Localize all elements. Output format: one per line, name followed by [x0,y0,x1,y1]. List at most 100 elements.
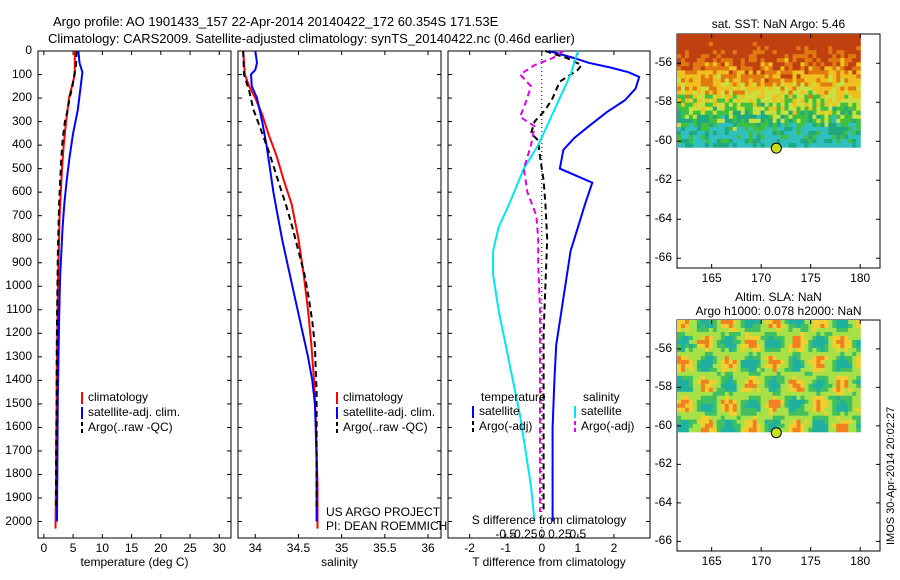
sla_map-xtick-label: 180 [850,554,871,568]
difference-series-1 [529,50,584,513]
sla_map-ytick-label: -64 [654,494,672,509]
sst_map-ytick-label: -62 [654,172,672,187]
annotation-pi: PI: DEAN ROEMMICH [326,519,448,533]
depth-tick-label: 400 [11,137,32,152]
legend-satellite-adj: satellite-adj. clim. [343,405,436,419]
legend-satellite-adj: satellite-adj. clim. [88,405,181,419]
legend-argo-raw: Argo(..raw -QC) [88,420,173,434]
sst_map-field [677,34,861,148]
depth-tick-label: 1400 [5,372,32,387]
legend-argo-raw: Argo(..raw -QC) [343,420,428,434]
depth-tick-label: 300 [11,113,32,128]
header-line-2: Climatology: CARS2009. Satellite-adjuste… [48,31,575,46]
difference-x2label: S difference from climatology [471,513,627,527]
salinity-series-2 [242,50,318,510]
sla_map-ytick-label: -62 [654,456,672,471]
depth-tick-label: 1700 [5,442,32,457]
sst_map-xtick-label: 165 [701,271,722,285]
annotation-project: US ARGO PROJECT [326,505,441,519]
legend-climatology: climatology [343,390,404,404]
difference-xlabel: T difference from climatology [472,555,626,569]
sst_map-xtick-label: 170 [751,271,772,285]
temperature-xtick-label: 15 [124,541,139,555]
temperature-xtick-label: 10 [95,541,110,555]
sst_map-ytick-label: -58 [654,94,672,109]
legend-climatology: climatology [88,390,149,404]
temperature-xtick-label: 5 [69,541,77,555]
imos-stamp: IMOS 30-Apr-2014 20:02:27 [885,406,897,545]
difference-x2tick-label: -0.5 [495,527,517,541]
legend-temperature-header: temperature [481,390,546,404]
depth-tick-label: 100 [11,66,32,81]
sla_map-ytick-label: -56 [654,340,672,355]
depth-tick-label: 1600 [5,419,32,434]
difference-series-3 [518,50,564,513]
salinity-xtick-label: 34 [248,541,262,555]
depth-tick-label: 700 [11,207,32,222]
sst_map-ytick-label: -64 [654,211,672,226]
legend-s-satellite: satellite [581,404,622,418]
difference-x2tick-label: 0 [538,527,546,541]
difference-x2tick-label: 0.5 [569,527,587,541]
sst_map-xtick-label: 180 [850,271,871,285]
difference-frame [447,50,651,539]
sla_map-xtick-label: 175 [800,554,821,568]
legend-s-argo: Argo(-adj) [581,419,635,433]
temperature-xtick-label: 20 [154,541,168,555]
difference-series-2 [492,50,579,522]
depth-tick-label: 2000 [5,513,32,528]
sst_map-title: sat. SST: NaN Argo: 5.46 [711,17,846,31]
difference-x2tick-label: 0.25 [548,527,572,541]
difference-xtick-label: -2 [464,541,475,555]
temperature-xtick-label: 25 [183,541,197,555]
temperature-frame [37,50,232,539]
temperature-series-2 [55,50,78,510]
header-line-1: Argo profile: AO 1901433_157 22-Apr-2014… [53,14,499,29]
sla_map-ytick-label: -60 [654,417,672,432]
legend-salinity-header: salinity [583,390,620,404]
difference-x2tick-label: -0.25 [510,527,538,541]
salinity-xtick-label: 35 [334,541,349,555]
sst_map-ytick-label: -60 [654,133,672,148]
salinity-series-1 [249,50,318,522]
depth-tick-label: 1200 [5,325,32,340]
sla_map-subtitle: Argo h1000: 0.078 h2000: NaN [695,304,862,318]
depth-tick-label: 900 [11,254,32,269]
depth-tick-label: 200 [11,90,32,105]
difference-xtick-label: 2 [610,541,618,555]
depth-tick-label: 800 [11,231,32,246]
depth-tick-label: 1100 [6,301,32,316]
temperature-xlabel: temperature (deg C) [80,555,189,569]
depth-tick-label: 600 [11,184,32,199]
sla_map-argo-marker [770,427,782,439]
sla_map-title: Altim. SLA: NaN [735,290,822,304]
salinity-xtick-label: 36 [421,541,435,555]
salinity-xlabel: salinity [321,555,358,569]
salinity-xtick-label: 35.5 [373,541,397,555]
sla_map-ytick-label: -58 [654,379,672,394]
depth-tick-label: 1000 [5,278,32,293]
depth-tick-label: 0 [25,43,32,57]
salinity-frame [237,50,442,539]
sla_map-ytick-label: -66 [654,533,672,548]
depth-tick-label: 1300 [5,348,32,363]
sla_map-xtick-label: 170 [751,554,772,568]
depth-tick-label: 1500 [5,395,32,410]
depth-tick-label: 500 [11,160,32,175]
temperature-series-1 [56,50,84,522]
salinity-xtick-label: 34.5 [286,541,311,555]
sla_map-xtick-label: 165 [701,554,722,568]
sla_map-field [677,320,861,433]
temperature-xtick-label: 30 [212,541,226,555]
temperature-xtick-label: 0 [40,541,48,555]
depth-tick-label: 1800 [5,466,32,481]
legend-t-satellite: satellite [479,404,520,418]
difference-series-0 [548,50,641,522]
difference-xtick-label: 0 [538,541,546,555]
sst_map-argo-marker [770,142,782,154]
legend-t-argo: Argo(-adj) [479,419,533,433]
sst_map-ytick-label: -56 [654,55,672,70]
sst_map-xtick-label: 175 [800,271,821,285]
sst_map-ytick-label: -66 [654,250,672,265]
